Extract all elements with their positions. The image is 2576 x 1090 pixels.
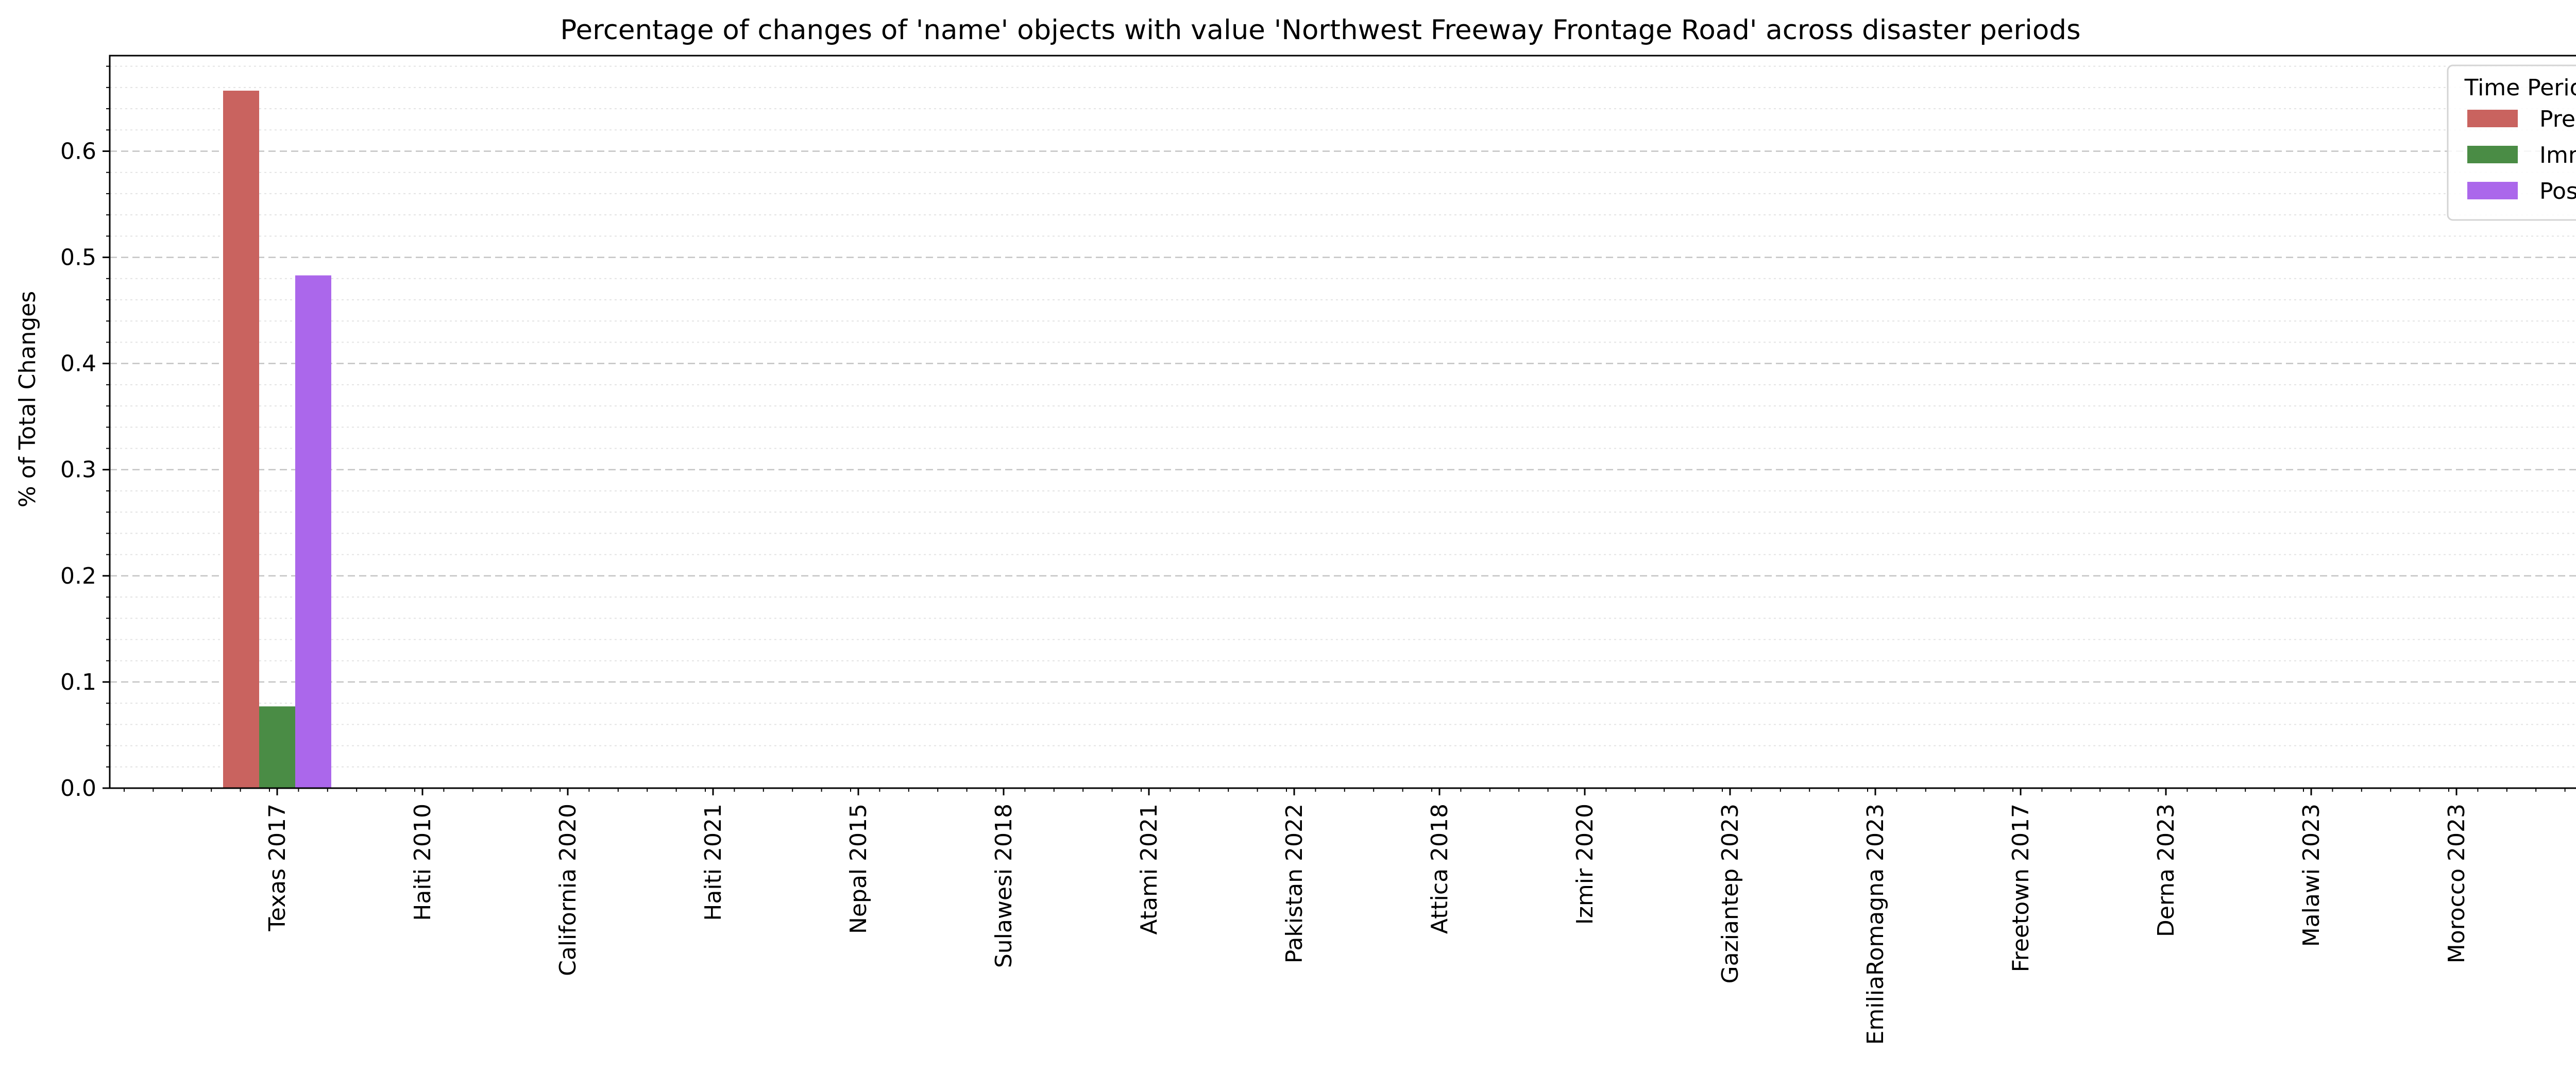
plot-frame — [109, 55, 2576, 789]
x-tick-label: Haiti 2010 — [410, 804, 436, 921]
grid — [110, 65, 2576, 768]
x-tick-label: Derna 2023 — [2153, 804, 2179, 937]
x-tick-label: Atami 2021 — [1136, 804, 1162, 935]
legend-label-pre: Pre — [2539, 106, 2575, 132]
bar-pre-1 — [223, 91, 259, 789]
x-tick-label: Texas 2017 — [264, 804, 291, 932]
y-tick-label: 0.0 — [60, 775, 96, 802]
legend-swatch-pre — [2467, 110, 2518, 127]
y-tick-label: 0.2 — [60, 563, 96, 589]
x-tick-label: Sulawesi 2018 — [991, 804, 1017, 968]
y-tick-label: 0.1 — [60, 669, 96, 695]
legend-swatch-imm — [2467, 146, 2518, 163]
bars — [223, 91, 331, 789]
bar-post-1 — [295, 275, 331, 788]
legend: Time Period Pre Imm Post — [2447, 64, 2576, 221]
y-tick-label: 0.4 — [60, 351, 96, 377]
y-axis-label: % of Total Changes — [14, 291, 41, 507]
x-tick-label: Attica 2018 — [1427, 804, 1453, 934]
x-tick-label: Haiti 2021 — [700, 804, 726, 921]
x-tick-label: EmiliaRomagna 2023 — [1862, 804, 1889, 1045]
x-tick-label: California 2020 — [555, 804, 581, 976]
y-tick-label: 0.6 — [60, 138, 96, 164]
x-tick-label: Pakistan 2022 — [1281, 804, 1308, 963]
legend-title: Time Period — [2464, 75, 2576, 101]
x-tick-label: Malawi 2023 — [2298, 804, 2325, 947]
legend-box — [2447, 64, 2576, 221]
chart-title: Percentage of changes of 'name' objects … — [560, 14, 2080, 46]
x-tick-label: Freetown 2017 — [2008, 804, 2034, 972]
x-tick-label: Morocco 2023 — [2444, 804, 2470, 963]
x-tick-label: Nepal 2015 — [845, 804, 872, 934]
legend-label-imm: Imm — [2539, 142, 2576, 168]
y-tick-label: 0.5 — [60, 245, 96, 271]
x-tick-label: Gaziantep 2023 — [1717, 804, 1743, 983]
axes: 0.0 0.1 0.2 0.3 0.4 0.5 0.6 Texas 2017 Haiti 201… — [60, 55, 2576, 1045]
bar-imm-1 — [259, 706, 295, 788]
y-tick-label: 0.3 — [60, 457, 96, 483]
legend-label-post: Post — [2539, 178, 2576, 205]
legend-swatch-post — [2467, 182, 2518, 199]
x-tick-label: Izmir 2020 — [1572, 804, 1598, 925]
